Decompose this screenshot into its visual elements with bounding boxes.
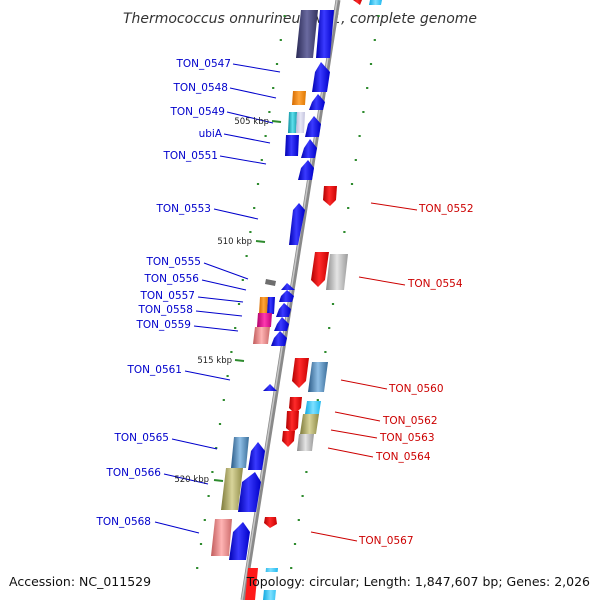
gene-block[interactable] [296, 112, 305, 133]
position-markers: 505 kbp 510 kbp 515 kbp 520 kbp [174, 117, 282, 485]
topology-text: Topology: circular; Length: 1,847,607 bp… [246, 574, 590, 589]
gene-block[interactable] [285, 135, 299, 156]
gene-block[interactable] [253, 327, 270, 344]
gene-block[interactable] [296, 10, 318, 58]
gene-label-ton-0564[interactable]: TON_0564 [375, 451, 431, 463]
gene-block[interactable] [265, 279, 276, 286]
gene-label-ton-0552[interactable]: TON_0552 [418, 203, 474, 215]
gene-block[interactable] [257, 313, 272, 327]
gene-label-ton-0566[interactable]: TON_0566 [105, 467, 161, 479]
gene-label-ton-0549[interactable]: TON_0549 [169, 106, 225, 118]
forward-labels: TON_0547 TON_0548 TON_0549 ubiA TON_0551… [95, 58, 231, 528]
reverse-labels: TON_0552 TON_0554 TON_0560 TON_0562 TON_… [358, 203, 474, 547]
gene-arrow[interactable] [289, 203, 305, 245]
gene-arrow[interactable] [323, 186, 337, 206]
gene-arrow[interactable] [274, 317, 289, 331]
gene-arrow[interactable] [248, 442, 265, 470]
gene-label-ton-0557[interactable]: TON_0557 [139, 290, 195, 302]
gene-arrow[interactable] [309, 94, 325, 110]
gene-arrow[interactable] [264, 517, 277, 528]
gene-block[interactable] [245, 568, 258, 600]
gene-block[interactable] [308, 362, 328, 392]
gene-block[interactable] [288, 112, 297, 133]
kbp-marker-505: 505 kbp [234, 117, 269, 127]
gene-block[interactable] [300, 414, 319, 434]
gene-arrow[interactable] [286, 411, 299, 433]
gene-label-ton-0554[interactable]: TON_0554 [407, 278, 463, 290]
gene-block[interactable] [231, 437, 249, 468]
gene-block[interactable] [259, 297, 268, 314]
map-title: Thermococcus onnurineus NA1, complete ge… [123, 11, 477, 27]
gene-arrow[interactable] [263, 384, 277, 391]
gene-arrow[interactable] [298, 160, 314, 180]
gene-label-ton-0556[interactable]: TON_0556 [143, 273, 199, 285]
gene-arrow[interactable] [301, 139, 317, 158]
gene-label-ton-0553[interactable]: TON_0553 [155, 203, 211, 215]
leader-lines [154, 63, 418, 542]
gene-arrow[interactable] [282, 431, 295, 447]
gene-label-ton-0560[interactable]: TON_0560 [388, 383, 444, 395]
kbp-marker-520: 520 kbp [174, 475, 209, 485]
gene-label-ton-0562[interactable]: TON_0562 [382, 415, 438, 427]
gene-label-ton-0551[interactable]: TON_0551 [162, 150, 218, 162]
gene-arrow[interactable] [289, 397, 302, 414]
accession-text: Accession: NC_011529 [9, 574, 151, 589]
gene-arrow[interactable] [281, 283, 295, 290]
gene-block[interactable] [292, 91, 306, 105]
gene-block[interactable] [369, 0, 382, 5]
gene-label-ton-0559[interactable]: TON_0559 [135, 319, 191, 331]
footer-backdrop-left [6, 572, 158, 590]
gene-label-ton-0565[interactable]: TON_0565 [113, 432, 169, 444]
gene-arrow[interactable] [271, 331, 287, 346]
footer-backdrop-right [258, 572, 596, 590]
gene-label-ton-0558[interactable]: TON_0558 [137, 304, 193, 316]
gene-block[interactable] [297, 434, 314, 451]
gene-block[interactable] [221, 468, 243, 510]
gene-block[interactable] [316, 10, 334, 58]
gene-arrow[interactable] [312, 62, 330, 92]
gene-label-ton-0547[interactable]: TON_0547 [175, 58, 231, 70]
gene-block[interactable] [305, 401, 321, 414]
gene-arrow[interactable] [238, 472, 261, 512]
kbp-marker-515: 515 kbp [197, 356, 232, 366]
gene-block[interactable] [353, 0, 362, 5]
gene-label-ton-0561[interactable]: TON_0561 [126, 364, 182, 376]
gene-arrow[interactable] [276, 303, 291, 317]
gene-label-ton-0568[interactable]: TON_0568 [95, 516, 151, 528]
gene-label-ton-0563[interactable]: TON_0563 [379, 432, 435, 444]
gene-label-ton-0567[interactable]: TON_0567 [358, 535, 414, 547]
reverse-strand [264, 0, 382, 528]
gene-block[interactable] [267, 297, 275, 314]
gene-arrow[interactable] [279, 290, 294, 302]
gene-block[interactable] [211, 519, 232, 556]
gene-arrow[interactable] [311, 252, 329, 287]
gene-label-ton-0548[interactable]: TON_0548 [172, 82, 228, 94]
forward-strand [211, 10, 334, 600]
gene-arrow[interactable] [229, 522, 250, 560]
kbp-marker-510: 510 kbp [217, 237, 252, 247]
gene-block[interactable] [326, 254, 348, 290]
gene-arrow[interactable] [305, 116, 321, 137]
gene-arrow[interactable] [292, 358, 309, 388]
gene-label-ton-0555[interactable]: TON_0555 [145, 256, 201, 268]
gene-label-ubia[interactable]: ubiA [199, 128, 223, 140]
